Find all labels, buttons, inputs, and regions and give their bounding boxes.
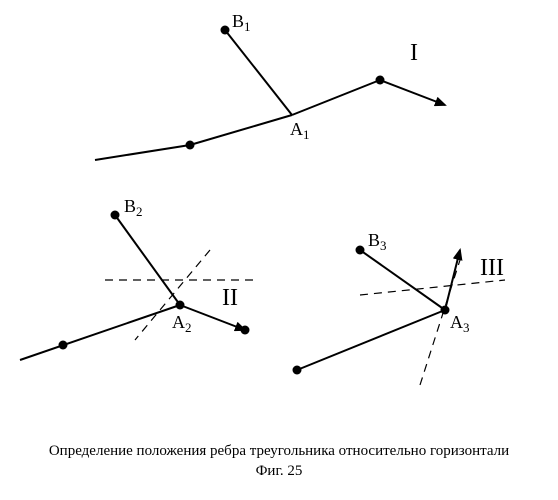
diagram-canvas: A1 B1 I A2 B2 II A3 B3 III Определение положения … [0,0,558,500]
f1-roman: I [410,40,418,66]
f3-dot-a [441,306,450,315]
caption-line-1: Определение положения ребра треугольника… [49,443,509,459]
f1-seg-arrow [380,80,445,105]
f1-seg-ab [225,30,292,115]
f2-label-a: A2 [172,312,192,335]
f1-label-b: B1 [232,11,251,34]
f1-dot-tip [376,76,385,85]
f2-roman: II [222,285,238,311]
caption-line-2: Фиг. 25 [256,463,303,479]
f3-dot-tail [293,366,302,375]
f2-label-b: B2 [124,196,143,219]
f1-seg-a-tip [292,80,380,115]
f1-seg-kink-a [190,115,292,145]
f2-dot-tail [59,341,68,350]
f3-roman: III [480,255,504,281]
f1-seg-tail [95,145,190,160]
f3-seg-ab [360,250,445,310]
f1-dot-b [221,26,230,35]
f3-label-b: B3 [368,230,387,253]
f3-label-a: A3 [450,312,470,335]
f3-dot-b [356,246,365,255]
f3-dash-1 [360,280,505,295]
f3-seg-tail-a [297,310,445,370]
f3-seg-arrow [445,250,460,310]
f1-dot-kink [186,141,195,150]
f2-dot-arrowtip [241,326,250,335]
f2-seg-ab [115,215,180,305]
f1-label-a: A1 [290,119,310,142]
f2-seg-tail-a [20,305,180,360]
f2-dot-b [111,211,120,220]
f2-dot-a [176,301,185,310]
